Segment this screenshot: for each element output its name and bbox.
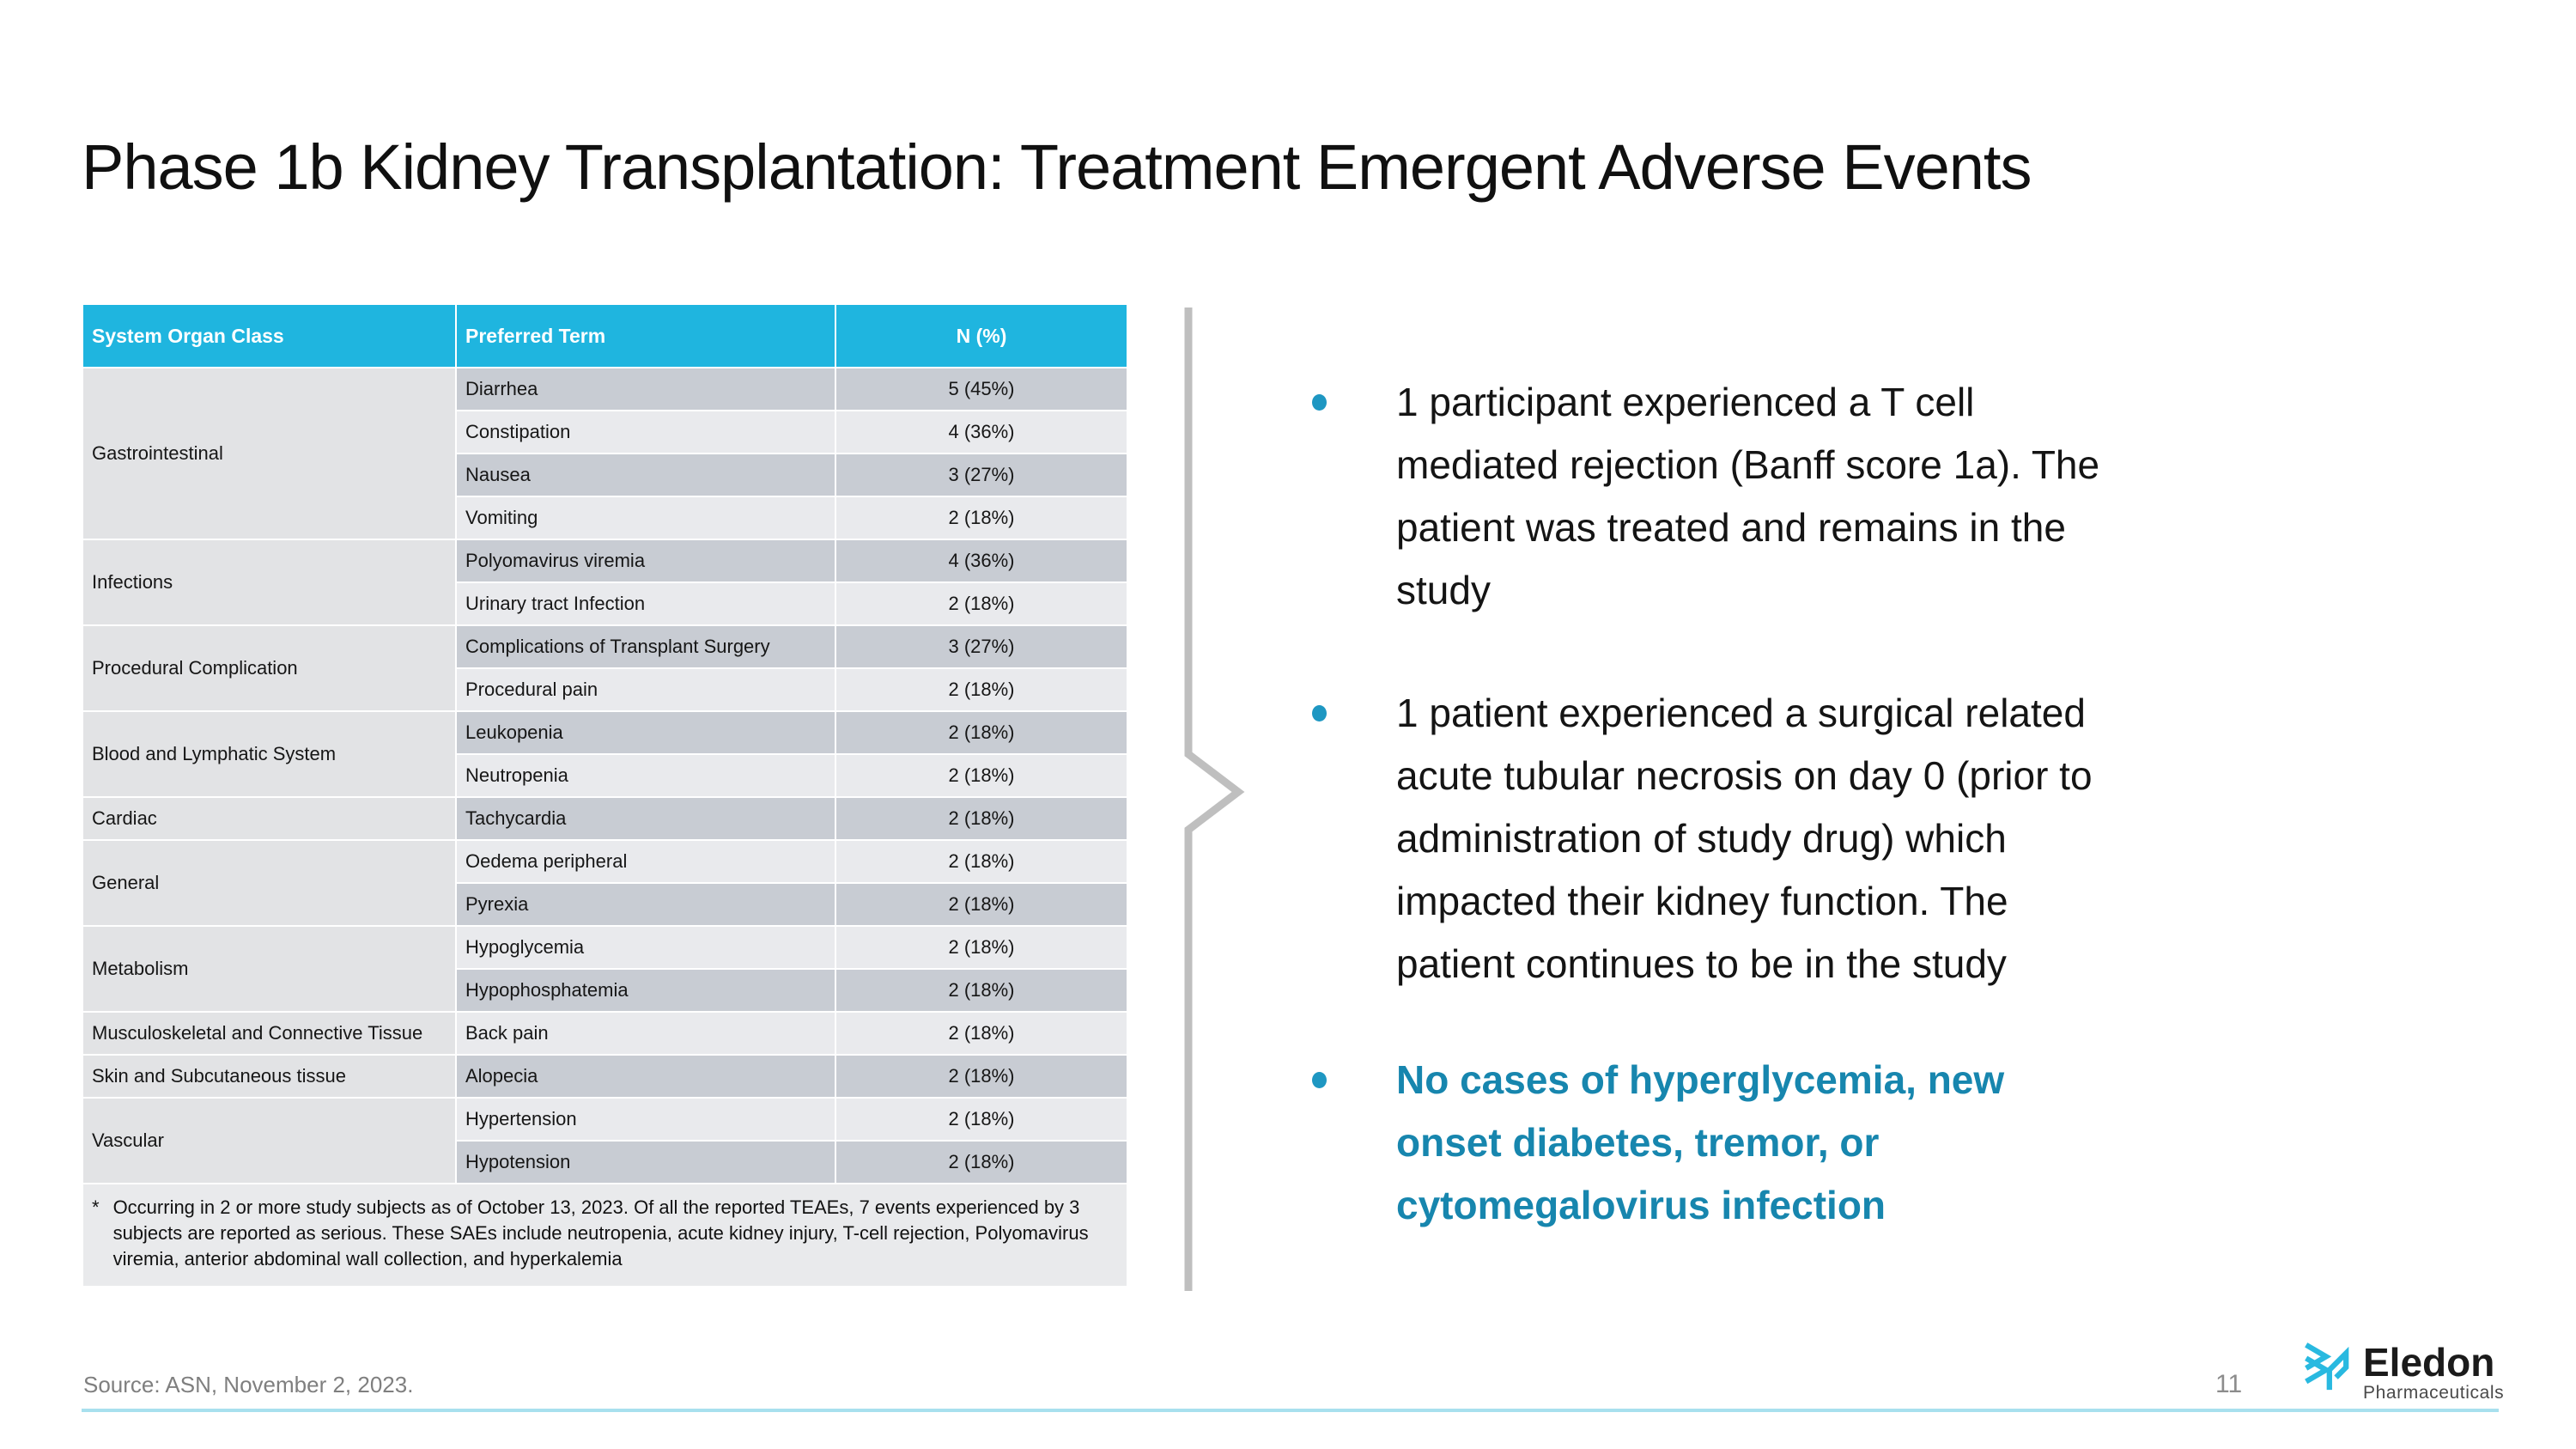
preferred-term-cell: Urinary tract Infection <box>457 583 835 624</box>
source-text: Source: ASN, November 2, 2023. <box>83 1372 414 1397</box>
count-cell: 2 (18%) <box>836 669 1127 710</box>
logo-wordmark-block: Eledon Pharmaceuticals <box>2363 1342 2504 1403</box>
bullet-item: 1 patient experienced a surgical related… <box>1286 682 2428 995</box>
column-header-preferred-term: Preferred Term <box>457 305 835 367</box>
logo-subtext: Pharmaceuticals <box>2363 1383 2505 1403</box>
count-cell: 2 (18%) <box>836 841 1127 882</box>
bullet-line: 1 participant experienced a T cell <box>1396 380 1975 424</box>
bullet-marker-icon <box>1312 1072 1327 1088</box>
count-cell: 2 (18%) <box>836 1142 1127 1183</box>
count-cell: 2 (18%) <box>836 884 1127 925</box>
bullet-line: 1 patient experienced a surgical related <box>1396 691 2086 735</box>
preferred-term-cell: Alopecia <box>457 1056 835 1097</box>
footer-divider-line <box>82 1409 2499 1412</box>
organ-class-cell: Infections <box>83 540 455 624</box>
organ-class-cell: Gastrointestinal <box>83 368 455 539</box>
eledon-logo-icon <box>2305 1342 2349 1391</box>
bullet-line: acute tubular necrosis on day 0 (prior t… <box>1396 753 2093 798</box>
bullet-line: impacted their kidney function. The <box>1396 879 2008 923</box>
bullet-line: mediated rejection (Banff score 1a). The <box>1396 442 2100 487</box>
count-cell: 2 (18%) <box>836 1099 1127 1140</box>
divider-bracket <box>1184 307 1245 1291</box>
column-header-n-percent: N (%) <box>836 305 1127 367</box>
preferred-term-cell: Hypoglycemia <box>457 927 835 968</box>
table-footnote: * Occurring in 2 or more study subjects … <box>83 1184 1127 1286</box>
preferred-term-cell: Leukopenia <box>457 712 835 753</box>
organ-class-cell: Musculoskeletal and Connective Tissue <box>83 1013 455 1054</box>
count-cell: 3 (27%) <box>836 454 1127 496</box>
count-cell: 2 (18%) <box>836 798 1127 839</box>
preferred-term-cell: Hypertension <box>457 1099 835 1140</box>
bullet-line: administration of study drug) which <box>1396 816 2007 861</box>
preferred-term-cell: Oedema peripheral <box>457 841 835 882</box>
preferred-term-cell: Diarrhea <box>457 368 835 410</box>
count-cell: 2 (18%) <box>836 583 1127 624</box>
bullet-item: No cases of hyperglycemia, new onset diab… <box>1286 1049 2428 1237</box>
count-cell: 4 (36%) <box>836 540 1127 581</box>
preferred-term-cell: Polyomavirus viremia <box>457 540 835 581</box>
column-header-system-organ-class: System Organ Class <box>83 305 455 367</box>
logo-wordmark: Eledon <box>2363 1340 2495 1385</box>
organ-class-cell: Blood and Lymphatic System <box>83 712 455 796</box>
bullet-marker-icon <box>1312 705 1327 721</box>
organ-class-cell: Vascular <box>83 1099 455 1183</box>
count-cell: 2 (18%) <box>836 1056 1127 1097</box>
count-cell: 2 (18%) <box>836 1013 1127 1054</box>
footnote-asterisk: * <box>92 1196 100 1218</box>
bullet-line: No cases of hyperglycemia, new <box>1396 1057 2005 1102</box>
bullet-line: study <box>1396 568 1491 612</box>
preferred-term-cell: Vomiting <box>457 497 835 539</box>
bullet-item: 1 participant experienced a T cell mediat… <box>1286 371 2428 622</box>
count-cell: 2 (18%) <box>836 970 1127 1011</box>
count-cell: 4 (36%) <box>836 411 1127 453</box>
bullet-line: cytomegalovirus infection <box>1396 1183 1886 1227</box>
preferred-term-cell: Back pain <box>457 1013 835 1054</box>
eledon-logo: Eledon Pharmaceuticals <box>2298 1340 2504 1403</box>
preferred-term-cell: Procedural pain <box>457 669 835 710</box>
count-cell: 2 (18%) <box>836 927 1127 968</box>
preferred-term-cell: Pyrexia <box>457 884 835 925</box>
count-cell: 3 (27%) <box>836 626 1127 667</box>
organ-class-cell: General <box>83 841 455 925</box>
preferred-term-cell: Constipation <box>457 411 835 453</box>
organ-class-cell: Procedural Complication <box>83 626 455 710</box>
count-cell: 2 (18%) <box>836 712 1127 753</box>
preferred-term-cell: Neutropenia <box>457 755 835 796</box>
page-number: 11 <box>2215 1370 2243 1398</box>
table-body: Gastrointestinal Diarrhea 5 (45%) Constipat… <box>83 368 1127 1183</box>
bullet-line: patient was treated and remains in the <box>1396 505 2066 550</box>
count-cell: 2 (18%) <box>836 497 1127 539</box>
preferred-term-cell: Hypotension <box>457 1142 835 1183</box>
bullet-line: patient continues to be in the study <box>1396 941 2007 986</box>
count-cell: 2 (18%) <box>836 755 1127 796</box>
slide-title: Phase 1b Kidney Transplantation: Treatme… <box>82 131 2032 203</box>
bullet-marker-icon <box>1312 394 1327 411</box>
adverse-events-table: System Organ Class Preferred Term N (%) … <box>83 305 1127 1286</box>
organ-class-cell: Cardiac <box>83 798 455 839</box>
bullet-list: 1 participant experienced a T cell mediat… <box>1286 371 2428 1237</box>
footnote-text: Occurring in 2 or more study subjects as… <box>112 1196 1089 1269</box>
preferred-term-cell: Hypophosphatemia <box>457 970 835 1011</box>
organ-class-cell: Metabolism <box>83 927 455 1011</box>
preferred-term-cell: Complications of Transplant Surgery <box>457 626 835 667</box>
bullet-line: onset diabetes, tremor, or <box>1396 1120 1880 1165</box>
count-cell: 5 (45%) <box>836 368 1127 410</box>
organ-class-cell: Skin and Subcutaneous tissue <box>83 1056 455 1097</box>
table-header-row: System Organ Class Preferred Term N (%) <box>83 305 1127 367</box>
preferred-term-cell: Tachycardia <box>457 798 835 839</box>
preferred-term-cell: Nausea <box>457 454 835 496</box>
